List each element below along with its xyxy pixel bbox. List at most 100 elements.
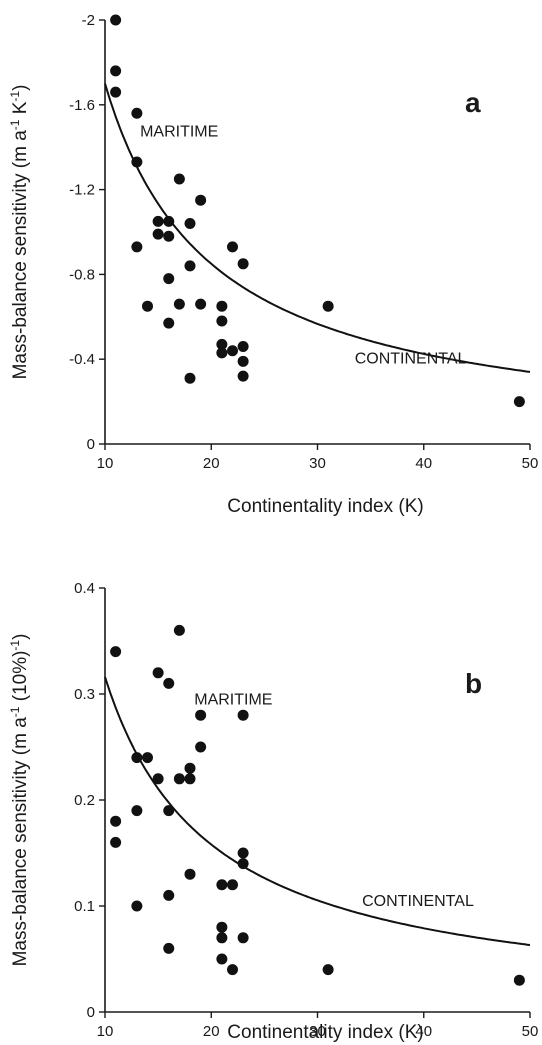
y-axis-title-superscript: -1 — [8, 119, 22, 130]
data-point — [152, 773, 164, 785]
data-point — [173, 173, 185, 185]
data-point — [184, 762, 196, 774]
annotation-maritime: MARITIME — [194, 692, 272, 709]
data-point — [195, 741, 207, 753]
panel-letter: a — [465, 87, 481, 118]
data-point — [227, 964, 238, 976]
data-point — [237, 847, 249, 859]
data-point — [142, 752, 153, 764]
data-point — [131, 241, 143, 253]
data-point — [195, 709, 207, 721]
annotation-maritime: MARITIME — [140, 124, 218, 141]
data-point — [216, 300, 228, 312]
data-point — [195, 194, 207, 206]
data-point — [152, 215, 164, 227]
data-point — [163, 273, 175, 285]
data-point — [216, 953, 228, 965]
data-point — [184, 372, 196, 384]
data-point — [110, 646, 122, 658]
data-point — [237, 258, 249, 270]
x-tick-label: 10 — [97, 455, 114, 472]
data-point — [110, 86, 122, 98]
data-point — [216, 879, 228, 891]
y-axis-title-superscript: -1 — [8, 91, 22, 102]
data-point — [237, 370, 249, 382]
data-point — [216, 347, 228, 359]
data-point — [163, 889, 175, 901]
y-tick-label: 0 — [87, 436, 95, 453]
y-axis-title: Mass-balance sensitivity (m a-1 K-1) — [8, 85, 31, 380]
data-point — [184, 773, 196, 785]
data-point — [184, 218, 196, 230]
data-point — [110, 14, 122, 26]
data-point — [216, 932, 228, 944]
y-axis-title-part: K — [10, 101, 31, 119]
x-tick-label: 30 — [309, 455, 326, 472]
y-axis-title: Mass-balance sensitivity (m a-1 (10%)-1) — [8, 634, 31, 967]
data-point — [237, 932, 249, 944]
data-point — [195, 298, 207, 310]
data-point — [152, 667, 164, 679]
panel-b: 10 20 30 40 50 0 0.1 0.2 0.3 0.4 Continentality in… — [8, 580, 538, 1043]
y-tick-label: 0.1 — [74, 898, 95, 915]
data-point — [322, 964, 334, 976]
y-tick-label: -1.6 — [69, 97, 95, 114]
data-point — [131, 900, 143, 912]
data-point — [216, 315, 228, 327]
y-tick-label: -0.4 — [69, 351, 95, 368]
x-axis-title: Continentality index (K) — [227, 1022, 423, 1043]
data-point — [184, 260, 196, 272]
data-point — [163, 805, 175, 817]
data-point — [152, 228, 164, 240]
data-point — [131, 805, 143, 817]
data-point — [131, 752, 143, 764]
data-point — [513, 974, 525, 986]
data-point — [173, 624, 185, 636]
x-tick-label: 30 — [309, 1023, 326, 1040]
data-point — [131, 107, 143, 119]
y-axis-title-part: Mass-balance sensitivity (m a — [10, 717, 31, 967]
x-tick-label: 40 — [415, 455, 432, 472]
panel-letter: b — [465, 668, 482, 699]
data-point — [163, 230, 175, 242]
data-point — [173, 298, 185, 310]
y-tick-label: -1.2 — [69, 182, 95, 199]
y-axis-title-part: (10%) — [10, 651, 31, 707]
data-point — [163, 677, 175, 689]
data-point — [227, 345, 238, 357]
data-point — [237, 709, 249, 721]
y-tick-label: -2 — [82, 12, 95, 29]
data-point — [163, 317, 175, 329]
data-point — [227, 241, 238, 253]
data-point — [216, 338, 228, 350]
data-point — [110, 836, 122, 848]
data-point — [184, 868, 196, 880]
data-point — [163, 215, 175, 227]
x-tick-label: 50 — [522, 1023, 539, 1040]
x-tick-label: 20 — [203, 1023, 220, 1040]
y-tick-label: 0.4 — [74, 580, 95, 597]
y-axis-title-superscript: -1 — [8, 706, 22, 717]
panel-a: 10 20 30 40 50 0 -0.4 -0.8 -1.2 -1.6 -2 Continental… — [8, 12, 538, 517]
y-tick-label: 0 — [87, 1004, 95, 1021]
data-point — [237, 858, 249, 870]
annotation-continental: CONTINENTAL — [362, 893, 474, 910]
fit-curve — [104, 83, 531, 373]
y-axis-title-part: Mass-balance sensitivity (m a — [10, 130, 31, 380]
x-tick-label: 50 — [522, 455, 539, 472]
fit-curve — [104, 676, 531, 946]
x-axis-title: Continentality index (K) — [227, 496, 423, 517]
data-point — [163, 942, 175, 954]
data-point — [131, 156, 143, 168]
data-point — [110, 815, 122, 827]
y-tick-label: 0.2 — [74, 792, 95, 809]
data-point — [173, 773, 185, 785]
x-tick-label: 10 — [97, 1023, 114, 1040]
y-axis-title-part: ) — [10, 634, 31, 640]
data-point — [216, 921, 228, 933]
data-point — [142, 300, 153, 312]
data-point — [227, 879, 238, 891]
data-point — [237, 340, 249, 352]
data-point — [513, 396, 525, 408]
